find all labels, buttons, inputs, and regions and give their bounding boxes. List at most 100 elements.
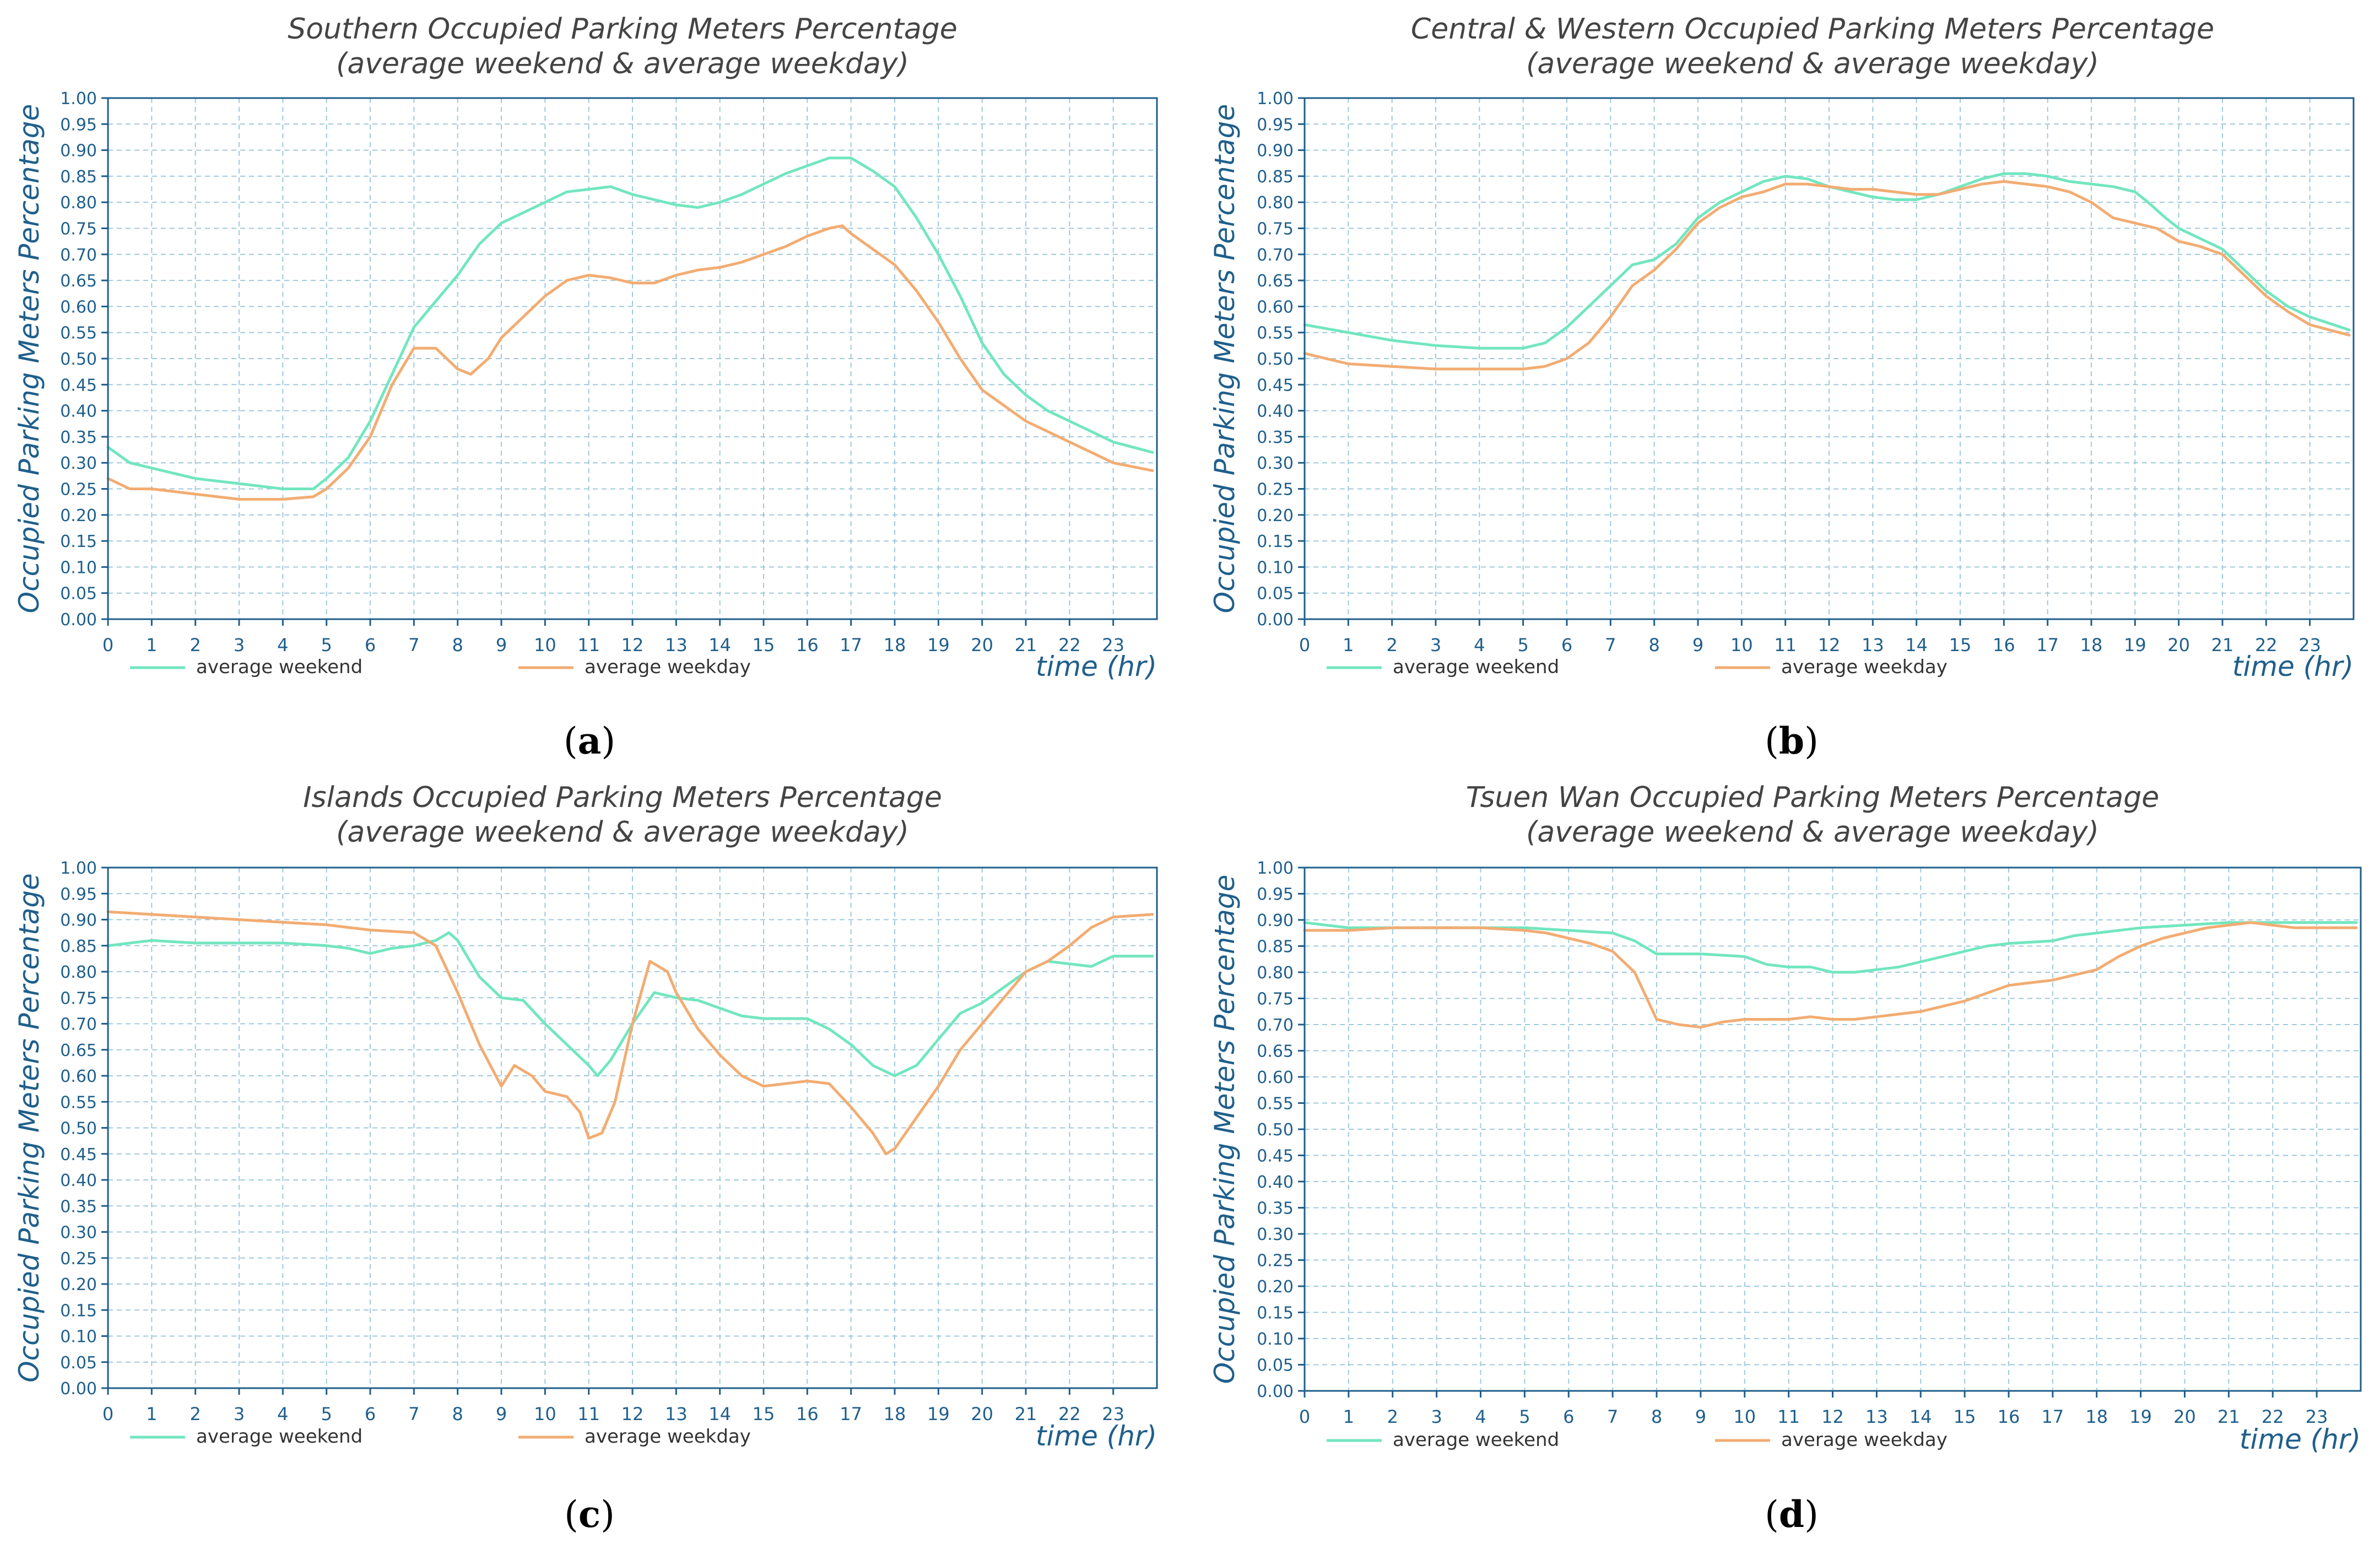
x-tick-label: 14 <box>708 1404 731 1424</box>
x-tick-label: 22 <box>1058 1404 1081 1424</box>
chart-panel-d: Tsuen Wan Occupied Parking Meters Percen… <box>1209 781 2362 1536</box>
y-tick-label: 0.45 <box>60 1145 97 1164</box>
grid <box>1304 98 2354 619</box>
y-tick-label: 0.60 <box>60 1067 97 1086</box>
y-tick-label: 0.70 <box>1257 246 1294 265</box>
y-tick-label: 0.15 <box>60 1301 97 1320</box>
x-tick-label: 17 <box>840 1404 862 1424</box>
x-tick-label: 12 <box>621 1404 644 1424</box>
x-tick-label: 16 <box>796 1404 819 1424</box>
legend-label-weekend: average weekend <box>1393 1429 1559 1451</box>
chart-panel-b: Central & Western Occupied Parking Meter… <box>1209 13 2355 762</box>
x-tick-label: 2 <box>1386 635 1397 656</box>
x-tick-label: 23 <box>2298 635 2321 656</box>
chart-subtitle: (average weekend & average weekday) <box>336 816 909 849</box>
x-tick-label: 13 <box>665 1404 688 1424</box>
y-tick-label: 0.20 <box>1257 506 1294 526</box>
y-tick-label: 0.10 <box>1257 558 1294 577</box>
y-tick-label: 0.20 <box>60 506 97 526</box>
series-line-weekday <box>1303 180 2351 371</box>
x-tick-label: 16 <box>1998 1406 2020 1427</box>
x-tick-label: 8 <box>452 1404 463 1424</box>
y-tick-label: 0.40 <box>60 1171 97 1190</box>
x-axis-label: time (hr) <box>2240 1423 2361 1455</box>
y-tick-label: 0.50 <box>60 350 97 369</box>
x-tick-label: 15 <box>753 1404 775 1424</box>
x-tick-label: 15 <box>1954 1406 1976 1427</box>
x-tick-label: 9 <box>1695 1406 1706 1427</box>
x-tick-label: 7 <box>1605 635 1616 656</box>
y-tick-label: 0.30 <box>1257 1225 1294 1244</box>
x-tick-label: 2 <box>190 1404 201 1424</box>
y-tick-label: 0.85 <box>1257 167 1294 187</box>
y-tick-label: 0.05 <box>60 1353 97 1373</box>
x-tick-label: 17 <box>840 635 862 656</box>
y-tick-label: 0.20 <box>60 1275 97 1294</box>
x-tick-label: 18 <box>884 1404 906 1424</box>
series-line-weekday <box>106 224 1154 501</box>
y-tick-label: 0.35 <box>1257 428 1294 447</box>
x-tick-label: 13 <box>1865 1406 1888 1427</box>
y-tick-label: 0.10 <box>60 1328 97 1347</box>
x-tick-label: 14 <box>708 635 731 656</box>
x-tick-label: 15 <box>753 635 775 656</box>
x-tick-label: 23 <box>1102 1404 1124 1424</box>
x-tick-label: 7 <box>408 635 419 656</box>
y-tick-label: 0.70 <box>60 1015 97 1034</box>
y-tick-label: 0.85 <box>60 167 97 187</box>
x-tick-label: 19 <box>927 1404 950 1424</box>
y-tick-label: 0.00 <box>1257 610 1294 630</box>
x-tick-label: 1 <box>1343 635 1354 656</box>
y-tick-label: 0.05 <box>60 584 97 604</box>
y-tick-label: 1.00 <box>1257 89 1294 109</box>
y-tick-label: 0.50 <box>60 1119 97 1139</box>
legend: average weekend average weekday <box>130 656 751 678</box>
y-tick-label: 1.00 <box>1257 859 1294 878</box>
y-tick-label: 0.00 <box>1257 1382 1294 1401</box>
x-tick-label: 6 <box>1563 1406 1574 1427</box>
y-tick-label: 0.05 <box>1257 584 1294 604</box>
x-tick-label: 22 <box>2262 1406 2284 1427</box>
y-tick-label: 0.10 <box>60 558 97 577</box>
series-line-weekday <box>1303 921 2358 1029</box>
y-tick-label: 0.65 <box>60 272 97 291</box>
y-tick-label: 0.65 <box>1257 1042 1294 1061</box>
x-tick-label: 12 <box>621 635 644 656</box>
x-tick-label: 21 <box>2217 1406 2240 1427</box>
x-tick-label: 11 <box>577 1404 600 1424</box>
y-tick-label: 1.00 <box>60 89 97 109</box>
legend-label-weekday: average weekday <box>1781 656 1948 678</box>
x-tick-label: 11 <box>1774 635 1797 656</box>
x-tick-label: 19 <box>927 635 950 656</box>
y-tick-label: 0.55 <box>1257 1095 1294 1114</box>
x-tick-label: 2 <box>190 635 201 656</box>
y-tick-label: 0.75 <box>1257 220 1294 239</box>
y-tick-label: 0.65 <box>60 1041 97 1060</box>
panel-caption: (a) <box>564 719 615 762</box>
y-tick-label: 0.40 <box>1257 1173 1294 1192</box>
y-tick-label: 0.45 <box>60 376 97 395</box>
y-tick-label: 0.30 <box>60 1223 97 1243</box>
y-axis-label: Occupied Parking Meters Percentage <box>13 873 45 1383</box>
y-tick-label: 0.25 <box>1257 480 1294 500</box>
y-tick-label: 0.35 <box>1257 1199 1294 1218</box>
x-tick-label: 5 <box>321 635 332 656</box>
y-tick-label: 0.25 <box>60 1249 97 1269</box>
x-tick-label: 23 <box>2306 1406 2328 1427</box>
x-tick-label: 6 <box>365 635 376 656</box>
x-tick-label: 8 <box>1651 1406 1662 1427</box>
x-tick-label: 10 <box>1733 1406 1756 1427</box>
chart-title: Tsuen Wan Occupied Parking Meters Percen… <box>1466 781 2160 814</box>
x-tick-label: 21 <box>1015 635 1037 656</box>
y-tick-label: 0.90 <box>1257 142 1294 161</box>
y-tick-label: 0.40 <box>60 402 97 421</box>
x-tick-label: 9 <box>496 635 507 656</box>
x-tick-label: 11 <box>1777 1406 1800 1427</box>
x-tick-label: 5 <box>1517 635 1528 656</box>
y-tick-label: 0.50 <box>1257 1120 1294 1140</box>
x-tick-label: 5 <box>1519 1406 1530 1427</box>
x-tick-label: 0 <box>102 635 113 656</box>
y-tick-label: 0.55 <box>60 1093 97 1112</box>
x-tick-label: 20 <box>2173 1406 2196 1427</box>
y-tick-label: 0.80 <box>60 193 97 213</box>
